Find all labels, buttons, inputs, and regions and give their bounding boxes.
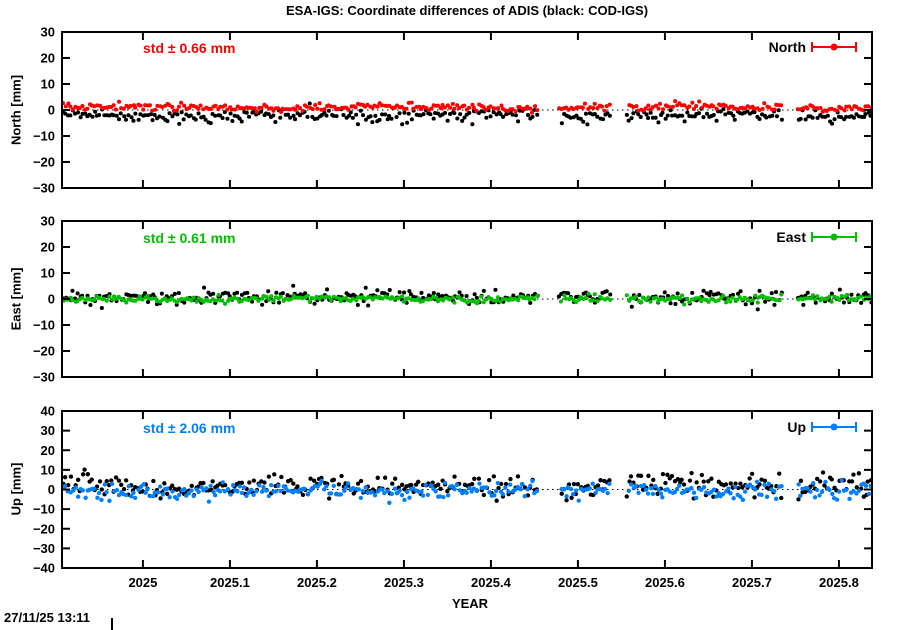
east-esa-igs-points (62, 291, 872, 307)
x-tick-label: 2025.8 (819, 575, 859, 590)
north-cod-igs-points (62, 101, 872, 127)
x-tick-label: 2025.4 (471, 575, 512, 590)
up-y-tick-label: −20 (33, 521, 55, 536)
north-legend-label: North (768, 39, 806, 55)
north-y-tick-label: −20 (33, 155, 55, 170)
up-std-annotation: std ± 2.06 mm (143, 420, 236, 436)
east-y-tick-label: 0 (48, 292, 55, 307)
north-legend-glyph (811, 42, 857, 52)
up-y-tick-label: 30 (41, 423, 55, 438)
east-legend-label: East (776, 229, 806, 245)
north-panel: 30 20 10 0 −10 −20 −30 (33, 25, 873, 196)
east-panel: 30 20 10 0 −10 −20 −30 (33, 214, 873, 385)
chart-title: ESA-IGS: Coordinate differences of ADIS … (285, 3, 649, 18)
east-y-tick-label: 20 (41, 240, 55, 255)
east-legend-glyph (811, 232, 857, 242)
up-y-tick-label: 10 (41, 462, 55, 477)
up-y-axis-label: Up [mm] (8, 462, 24, 516)
north-y-tick-label: 30 (41, 25, 55, 40)
east-y-tick-label: −30 (33, 370, 55, 385)
east-y-axis-label: East [mm] (8, 267, 24, 331)
north-y-tick-label: 0 (48, 103, 55, 118)
up-legend-glyph (811, 422, 857, 432)
north-y-tick-label: 20 (41, 51, 55, 66)
north-std-annotation: std ± 0.66 mm (143, 40, 236, 56)
x-tick-label: 2025.2 (297, 575, 337, 590)
north-y-tick-label: −30 (33, 181, 55, 196)
east-y-tick-label: 10 (41, 266, 55, 281)
up-panel: 40 30 20 10 0 −10 −20 −30 −40 2025 2025.1 2025.2 202… (33, 404, 873, 590)
x-axis-label: YEAR (451, 596, 489, 611)
east-y-tick-label: 30 (41, 214, 55, 229)
up-y-tick-label: 40 (41, 404, 55, 419)
up-y-tick-label: −30 (33, 541, 55, 556)
up-y-tick-label: 0 (48, 482, 55, 497)
x-tick-label: 2025 (128, 575, 157, 590)
up-y-tick-label: 20 (41, 443, 55, 458)
north-y-tick-label: −10 (33, 129, 55, 144)
north-y-axis-label: North [mm] (8, 74, 24, 146)
x-tick-label: 2025.6 (645, 575, 685, 590)
up-legend-label: Up (787, 419, 806, 435)
stray-vertical-line (111, 618, 113, 630)
x-tick-label: 2025.3 (384, 575, 424, 590)
east-y-tick-label: −20 (33, 344, 55, 359)
x-tick-label: 2025.5 (558, 575, 598, 590)
east-std-annotation: std ± 0.61 mm (143, 230, 236, 246)
north-esa-igs-points (62, 99, 872, 115)
north-y-tick-label: 10 (41, 77, 55, 92)
up-y-tick-label: −40 (33, 561, 55, 576)
x-tick-label: 2025.1 (210, 575, 250, 590)
x-tick-label: 2025.7 (732, 575, 772, 590)
up-esa-igs-points (62, 478, 872, 505)
east-y-tick-label: −10 (33, 318, 55, 333)
up-y-tick-label: −10 (33, 502, 55, 517)
plot-timestamp: 27/11/25 13:11 (4, 610, 91, 625)
